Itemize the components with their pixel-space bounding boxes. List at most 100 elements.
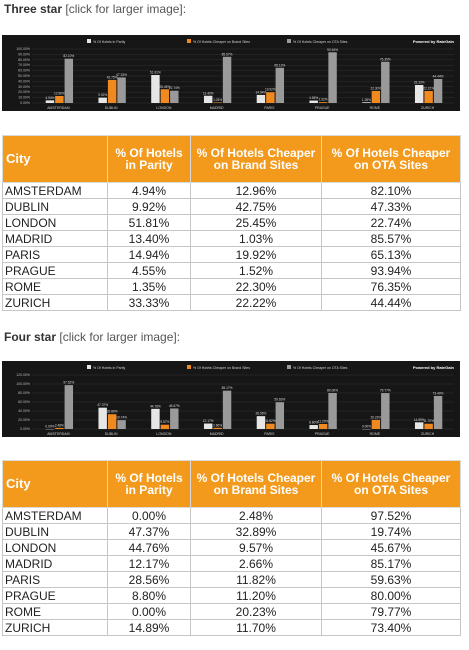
table-row: ZURICH 14.89% 11.70% 73.40%: [2, 619, 461, 636]
header-city: City: [2, 135, 108, 183]
table-row: AMSTERDAM 0.00% 2.48% 97.52%: [2, 507, 461, 524]
y-tick-label: 10.00%: [18, 96, 30, 100]
bar: [170, 408, 179, 429]
city-cell: DUBLIN: [2, 523, 108, 540]
data-label: 13.40%: [203, 91, 214, 95]
city-cell: DUBLIN: [2, 198, 108, 215]
legend-swatch: [287, 39, 291, 43]
y-tick-label: 100.00%: [16, 382, 30, 386]
legend-swatch: [87, 365, 91, 369]
data-label: 8.80%: [309, 421, 318, 425]
bar: [117, 420, 126, 429]
brand-cell: 22.30%: [190, 278, 322, 295]
x-tick-label: PRAGUE: [315, 106, 330, 110]
bar: [64, 385, 74, 429]
bar: [55, 427, 64, 429]
bar: [381, 61, 390, 103]
data-label: 22.74%: [169, 86, 180, 90]
y-tick-label: 30.00%: [18, 85, 30, 89]
ota-cell: 85.17%: [321, 555, 461, 572]
city-cell: PRAGUE: [2, 262, 108, 279]
bar: [318, 423, 328, 429]
larger-image-link[interactable]: [click for larger image]:: [65, 2, 187, 16]
brand-cell: 32.89%: [190, 523, 322, 540]
table-row: MADRID 13.40% 1.03% 85.57%: [2, 230, 461, 247]
legend-label: % Of Hotels in Parity: [93, 40, 126, 44]
legend-swatch: [187, 39, 191, 43]
bar-chart-three-star: % Of Hotels in Parity % Of Hotels Cheaper…: [16, 39, 455, 110]
city-cell: ROME: [2, 278, 108, 295]
data-label: 79.77%: [380, 389, 391, 393]
x-tick-label: LONDON: [156, 106, 171, 110]
bar: [371, 419, 381, 429]
data-label: 4.55%: [309, 96, 318, 100]
parity-cell: 9.92%: [107, 198, 191, 215]
chart-legend: % Of Hotels in Parity % Of Hotels Cheaper…: [87, 39, 348, 44]
data-label: 45.67%: [169, 404, 180, 408]
data-label: 42.75%: [107, 75, 118, 79]
city-cell: PRAGUE: [2, 587, 108, 604]
brand-cell: 20.23%: [190, 603, 322, 620]
y-tick-label: 80.00%: [18, 391, 30, 395]
brand-cell: 1.03%: [190, 230, 322, 247]
header-parity: % Of Hotels in Parity: [107, 135, 191, 183]
table-row: LONDON 44.76% 9.57% 45.67%: [2, 539, 461, 556]
section-heading-four-star: Four star [click for larger image]:: [4, 330, 180, 344]
legend-label: % Of Hotels Cheaper on Brand Sites: [193, 366, 250, 370]
y-tick-label: 0.00%: [20, 427, 30, 431]
bar: [98, 407, 107, 429]
data-label: 1.35%: [362, 98, 371, 102]
data-label: 47.37%: [97, 403, 108, 407]
legend-label: % Of Hotels in Parity: [93, 366, 126, 370]
data-label: 19.92%: [265, 88, 276, 92]
data-label: 32.89%: [107, 410, 118, 414]
ota-cell: 76.35%: [321, 278, 461, 295]
legend-label: % Of Hotels Cheaper on Brand Sites: [193, 40, 250, 44]
data-label: 97.52%: [63, 381, 74, 385]
data-label: 65.13%: [274, 63, 285, 67]
header-city: City: [2, 460, 108, 508]
legend-swatch: [87, 39, 91, 43]
data-label: 2.66%: [213, 423, 222, 427]
bar: [213, 427, 222, 429]
header-ota: % Of Hotels Cheaper on OTA Sites: [321, 460, 461, 508]
data-label: 47.33%: [116, 73, 127, 77]
data-label: 11.70%: [423, 419, 434, 423]
brand-cell: 2.48%: [190, 507, 322, 524]
bar: [275, 402, 285, 429]
ota-cell: 44.44%: [321, 294, 461, 311]
table-row: MADRID 12.17% 2.66% 85.17%: [2, 555, 461, 572]
ota-cell: 45.67%: [321, 539, 461, 556]
bar: [381, 393, 390, 429]
header-parity: % Of Hotels in Parity: [107, 460, 191, 508]
bar: [160, 89, 170, 103]
table-row: DUBLIN 9.92% 42.75% 47.33%: [2, 198, 461, 215]
x-tick-label: MADRID: [210, 106, 224, 110]
table-row: ROME 0.00% 20.23% 79.77%: [2, 603, 461, 620]
parity-cell: 4.94%: [107, 182, 191, 199]
brand-cell: 11.70%: [190, 619, 322, 636]
data-label: 28.56%: [256, 412, 267, 416]
chart-four-star[interactable]: % Of Hotels in Parity % Of Hotels Cheaper…: [2, 361, 460, 437]
ota-cell: 97.52%: [321, 507, 461, 524]
bar: [275, 67, 285, 103]
chart-three-star[interactable]: % Of Hotels in Parity % Of Hotels Cheaper…: [2, 35, 460, 111]
bar: [107, 79, 117, 103]
larger-image-link[interactable]: [click for larger image]:: [59, 330, 181, 344]
parity-cell: 44.76%: [107, 539, 191, 556]
data-label: 22.30%: [370, 86, 381, 90]
data-label: 12.17%: [203, 419, 214, 423]
parity-cell: 4.55%: [107, 262, 191, 279]
bar: [151, 408, 160, 429]
y-tick-label: 80.00%: [18, 58, 30, 62]
data-label: 1.03%: [213, 98, 222, 102]
data-label: 93.94%: [327, 48, 338, 52]
data-label: 85.17%: [222, 386, 233, 390]
city-cell: PARIS: [2, 246, 108, 263]
data-label: 0.00%: [362, 425, 371, 429]
bar: [414, 422, 424, 429]
bar: [371, 90, 381, 103]
ota-cell: 93.94%: [321, 262, 461, 279]
bar: [318, 102, 328, 103]
city-cell: AMSTERDAM: [2, 507, 108, 524]
